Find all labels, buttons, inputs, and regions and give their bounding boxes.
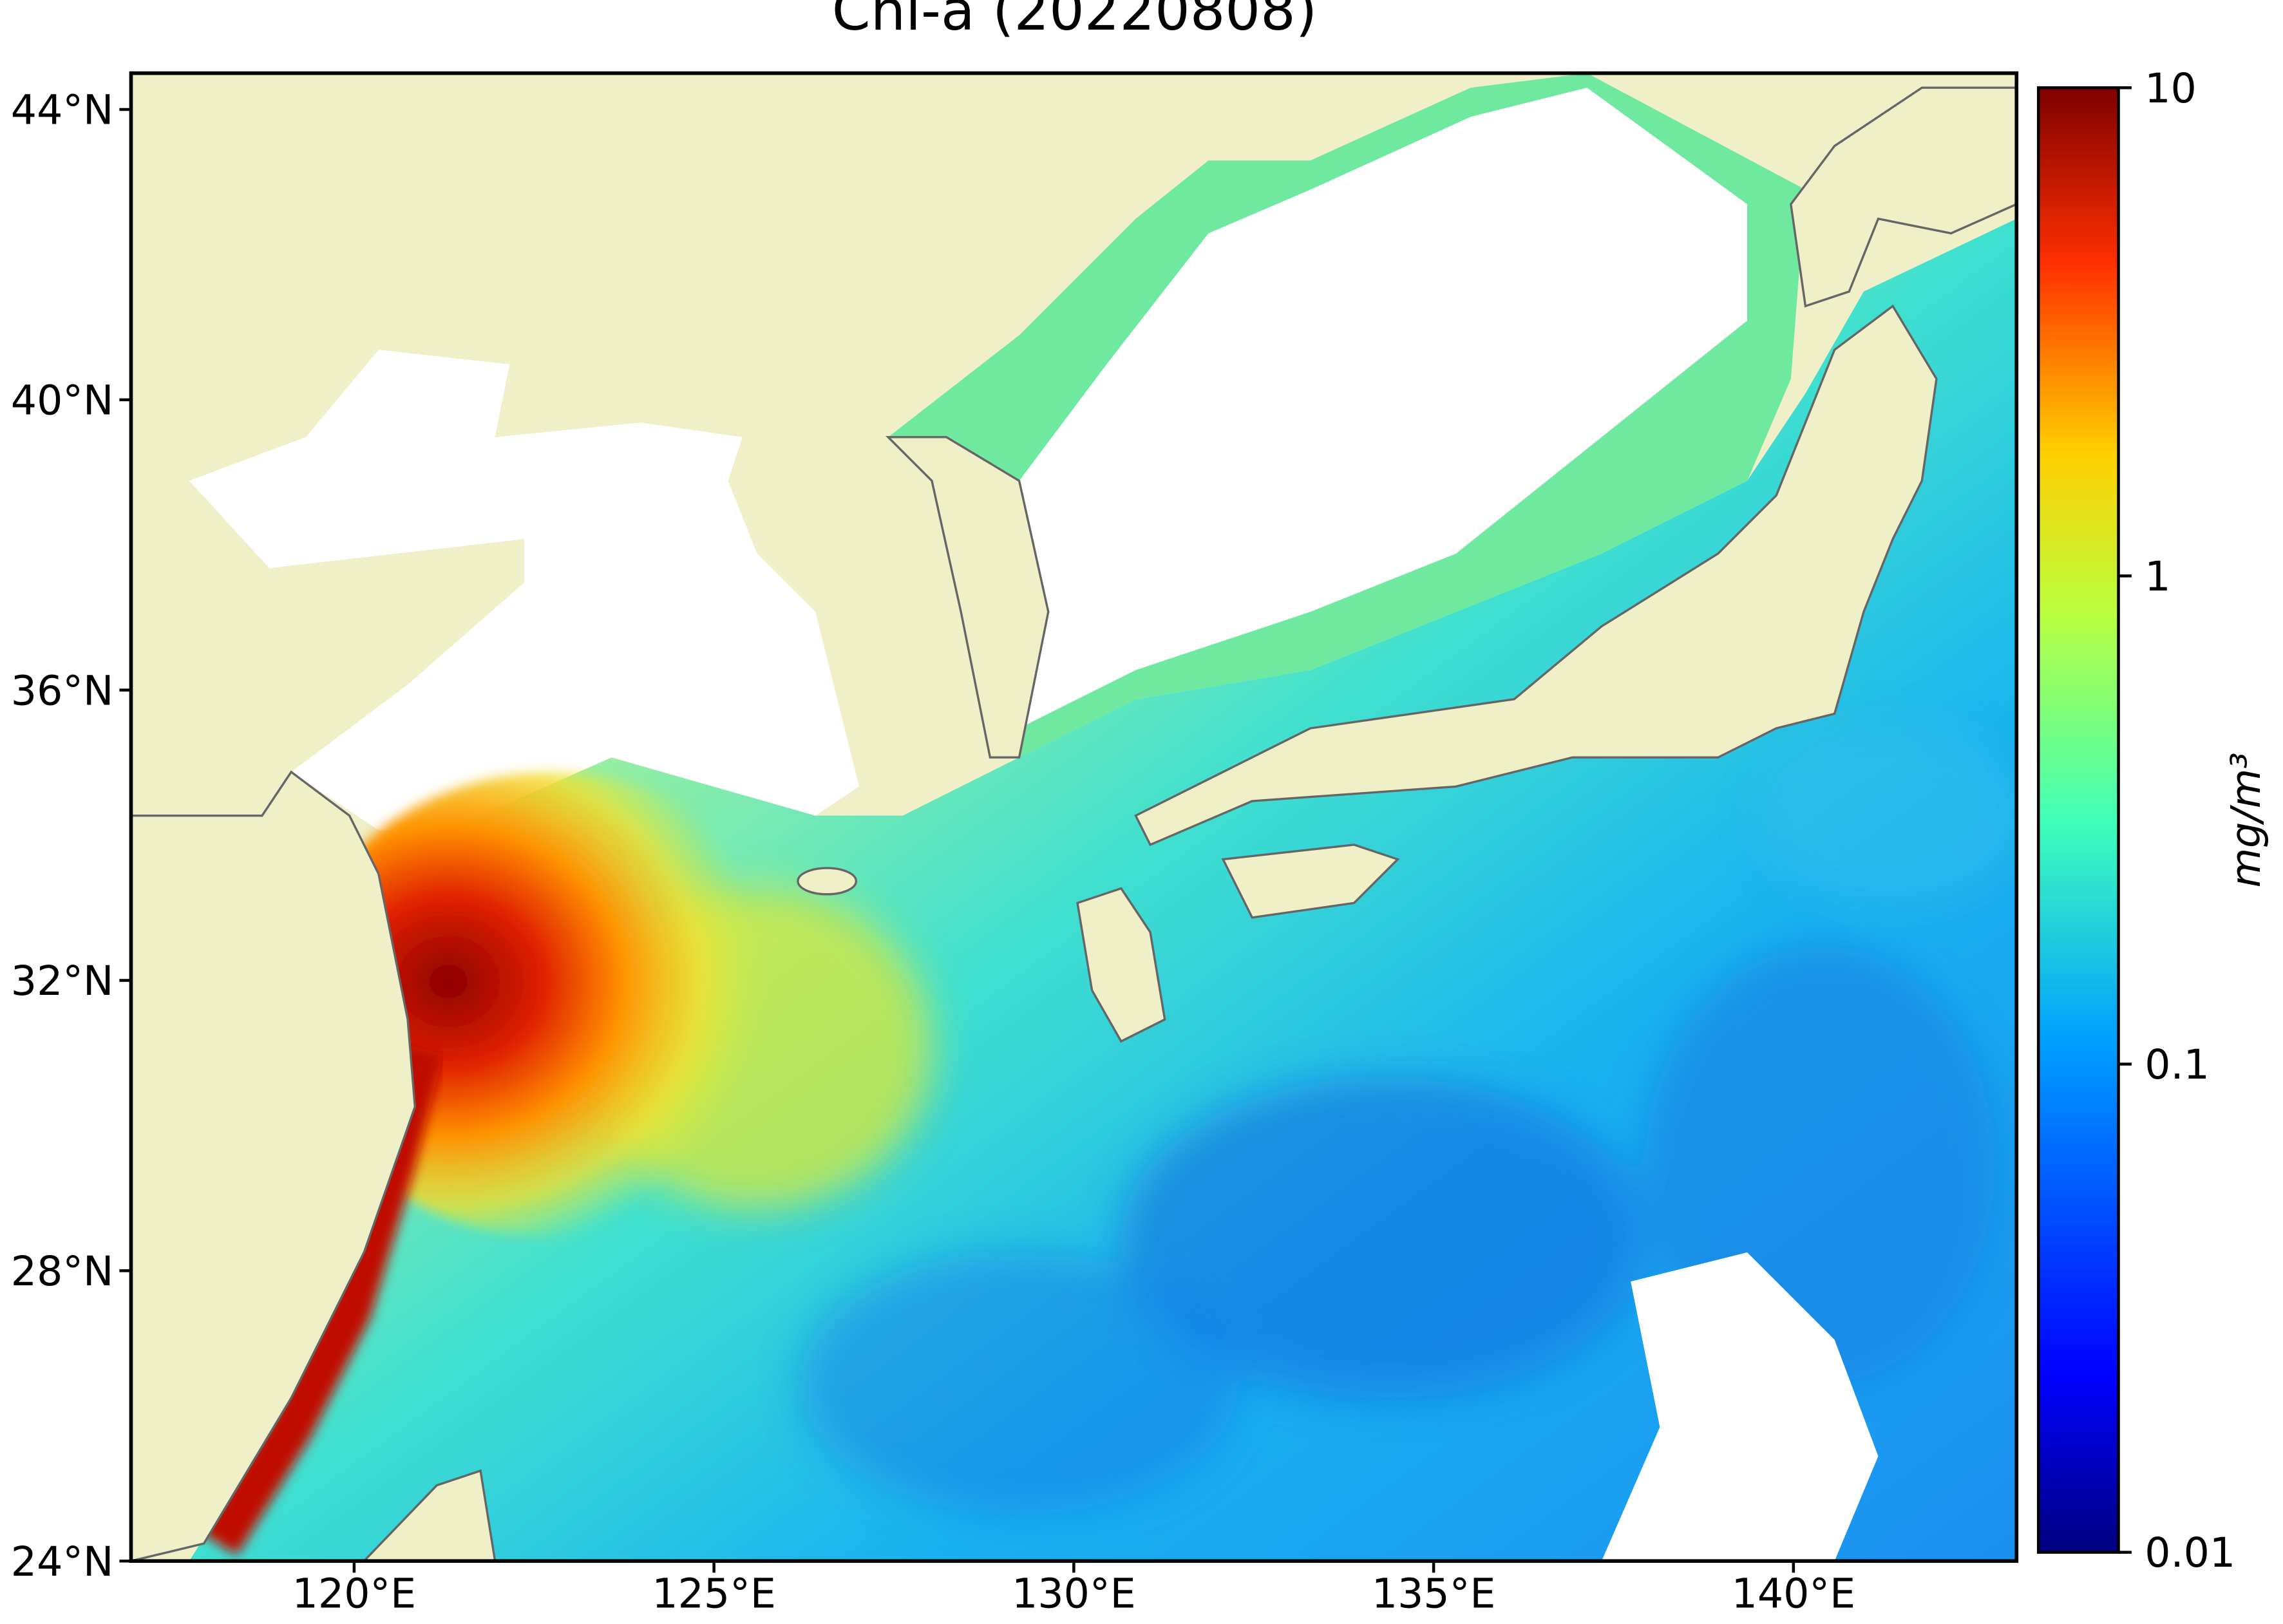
x-tick-label: 125°E [652, 1570, 775, 1618]
y-tick-label: 32°N [11, 957, 114, 1005]
china-coast [131, 770, 417, 1562]
y-tick-label: 44°N [11, 86, 114, 134]
honshu [1134, 304, 1938, 847]
y-tick-label: 40°N [11, 376, 114, 424]
shikoku [1221, 844, 1400, 919]
colorbar-label: mg/m³ [2222, 752, 2269, 887]
korea [886, 436, 1050, 759]
x-tick-label: 140°E [1732, 1570, 1855, 1618]
kyushu [1076, 887, 1166, 1043]
y-tick-label: 24°N [11, 1538, 114, 1585]
x-tick-label: 120°E [292, 1570, 416, 1618]
y-tick-label: 28°N [11, 1247, 114, 1295]
jeju [797, 867, 858, 896]
y-tick-label: 36°N [11, 666, 114, 714]
colorbar [2036, 86, 2120, 1554]
colorbar-tick-label: 10 [2145, 64, 2197, 112]
taiwan [362, 1469, 497, 1562]
cloud-cover-south [1601, 1252, 1879, 1562]
colorbar-tick-label: 1 [2145, 552, 2170, 600]
colorbar-tick-label: 0.1 [2145, 1041, 2210, 1088]
cloud-cover-yellow-sea [189, 350, 859, 831]
map-image [131, 73, 2017, 1562]
x-tick-label: 135°E [1372, 1570, 1495, 1618]
colorbar-tick-label: 0.01 [2145, 1529, 2235, 1576]
cloud-cover [1019, 88, 1748, 729]
hokkaido [1790, 86, 2017, 308]
map-title: Chl-a (20220808) [832, 0, 1318, 43]
x-tick-label: 130°E [1012, 1570, 1135, 1618]
